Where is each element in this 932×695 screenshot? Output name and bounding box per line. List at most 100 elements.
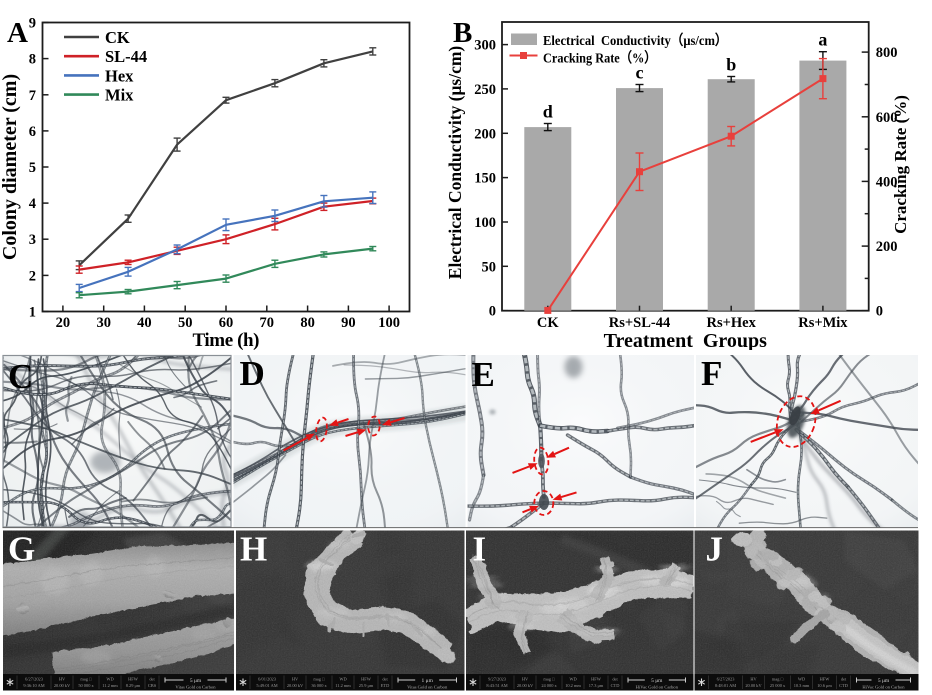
svg-text:CTD: CTD (839, 683, 848, 688)
svg-text:6/27/2023: 6/27/2023 (25, 677, 44, 682)
svg-text:20.00 kV: 20.00 kV (517, 683, 534, 688)
svg-text:I: I (473, 530, 487, 569)
svg-text:70: 70 (260, 315, 275, 331)
svg-text:4: 4 (29, 196, 36, 212)
svg-text:HFW: HFW (591, 677, 602, 682)
svg-text:Mix: Mix (105, 86, 134, 105)
svg-text:det: det (841, 677, 847, 682)
svg-text:HiVac Gold on Carbon: HiVac Gold on Carbon (862, 685, 905, 690)
svg-text:60: 60 (219, 315, 234, 331)
svg-text:0: 0 (489, 304, 496, 320)
svg-text:6/01/2023: 6/01/2023 (258, 677, 277, 682)
svg-text:5 μm: 5 μm (190, 678, 202, 684)
svg-text:Vitas Gold on Carbon: Vitas Gold on Carbon (407, 685, 448, 690)
svg-text:Time (h): Time (h) (193, 330, 260, 350)
svg-text:5:49:01 AM: 5:49:01 AM (256, 683, 277, 688)
svg-text:Cracking Rate (%): Cracking Rate (%) (891, 95, 910, 234)
svg-text:D: D (240, 354, 265, 393)
svg-text:F: F (701, 354, 722, 393)
svg-text:C: C (8, 357, 33, 396)
svg-text:Cracking Rate（%）: Cracking Rate（%） (543, 50, 657, 66)
svg-text:G: G (8, 530, 35, 569)
svg-text:Hex: Hex (105, 66, 134, 85)
svg-text:HFW: HFW (128, 677, 139, 682)
svg-text:mag □: mag □ (543, 677, 555, 682)
svg-text:10.2 mm: 10.2 mm (565, 683, 581, 688)
svg-text:CBS: CBS (148, 683, 157, 688)
svg-text:20: 20 (56, 315, 71, 331)
svg-text:Treatment Groups: Treatment Groups (604, 330, 768, 350)
svg-text:WD: WD (339, 677, 346, 682)
svg-text:100: 100 (474, 215, 496, 231)
svg-text:HV: HV (292, 677, 299, 682)
svg-text:6: 6 (29, 124, 36, 140)
svg-text:5 μm: 5 μm (651, 678, 663, 684)
svg-text:H: H (240, 530, 267, 569)
svg-text:CK: CK (537, 315, 559, 331)
svg-text:det: det (612, 677, 618, 682)
svg-text:10.3 mm: 10.3 mm (794, 683, 810, 688)
svg-text:5 μm: 5 μm (878, 678, 890, 684)
svg-text:2: 2 (29, 268, 36, 284)
svg-text:WD: WD (798, 677, 805, 682)
svg-text:90: 90 (341, 315, 356, 331)
svg-text:20.00 kV: 20.00 kV (745, 683, 762, 688)
svg-text:300: 300 (474, 38, 496, 54)
svg-text:3: 3 (29, 232, 36, 248)
svg-text:9: 9 (29, 16, 36, 32)
svg-text:ETD: ETD (381, 683, 390, 688)
svg-text:Vitas Gold on Carbon: Vitas Gold on Carbon (175, 685, 216, 690)
svg-text:Rs+SL-44: Rs+SL-44 (609, 315, 670, 331)
svg-text:25.9 μm: 25.9 μm (359, 683, 374, 688)
svg-text:80: 80 (300, 315, 315, 331)
svg-text:WD: WD (106, 677, 113, 682)
svg-text:8: 8 (29, 52, 36, 68)
svg-text:Rs+Mix: Rs+Mix (798, 315, 848, 331)
svg-text:10.6 μm: 10.6 μm (817, 683, 832, 688)
svg-text:d: d (543, 102, 553, 122)
svg-text:30: 30 (96, 315, 111, 331)
svg-text:25 000 x: 25 000 x (770, 683, 786, 688)
svg-text:50 000 x: 50 000 x (78, 683, 94, 688)
svg-text:600: 600 (876, 110, 898, 126)
svg-text:400: 400 (876, 174, 898, 190)
svg-text:1 μm: 1 μm (422, 678, 434, 684)
svg-text:Rs+Hex: Rs+Hex (707, 315, 757, 331)
svg-text:9/27/2023: 9/27/2023 (488, 677, 507, 682)
svg-text:11.2 mm: 11.2 mm (102, 683, 118, 688)
svg-text:B: B (453, 17, 472, 49)
svg-text:8:43:51 AM: 8:43:51 AM (486, 683, 507, 688)
svg-text:CK: CK (105, 28, 130, 47)
svg-text:250: 250 (474, 82, 496, 98)
svg-text:800: 800 (876, 45, 898, 61)
svg-text:WD: WD (569, 677, 576, 682)
svg-text:8.29 μm: 8.29 μm (126, 683, 141, 688)
svg-text:det: det (149, 677, 155, 682)
svg-text:1: 1 (29, 305, 36, 321)
svg-text:20.00 kV: 20.00 kV (287, 683, 304, 688)
svg-text:Electrical Conductivity (μs/cm: Electrical Conductivity (μs/cm) (445, 46, 465, 280)
svg-text:150: 150 (474, 171, 496, 187)
svg-text:40: 40 (137, 315, 152, 331)
svg-text:9:36:10 AM: 9:36:10 AM (23, 683, 44, 688)
svg-text:CTD: CTD (611, 683, 620, 688)
svg-text:mag □: mag □ (772, 677, 784, 682)
svg-text:mag □: mag □ (313, 677, 325, 682)
svg-text:a: a (818, 30, 827, 50)
svg-text:8:48:01 AM: 8:48:01 AM (715, 683, 736, 688)
svg-text:HV: HV (750, 677, 757, 682)
svg-text:24 000 x: 24 000 x (541, 683, 557, 688)
svg-text:Electrical Conductivity（μs/cm: Electrical Conductivity（μs/cm） (543, 33, 728, 49)
svg-text:Colony diameter (cm): Colony diameter (cm) (0, 74, 21, 260)
svg-text:0: 0 (876, 304, 883, 320)
svg-text:HV: HV (59, 677, 66, 682)
svg-text:36 000 x: 36 000 x (311, 683, 327, 688)
svg-text:7: 7 (29, 88, 36, 104)
svg-text:HFW: HFW (361, 677, 372, 682)
svg-text:50: 50 (482, 259, 497, 275)
svg-text:5: 5 (29, 160, 36, 176)
svg-text:SL-44: SL-44 (105, 47, 147, 66)
svg-text:200: 200 (474, 126, 496, 142)
svg-text:100: 100 (378, 315, 400, 331)
svg-text:6/27/2023: 6/27/2023 (717, 677, 736, 682)
